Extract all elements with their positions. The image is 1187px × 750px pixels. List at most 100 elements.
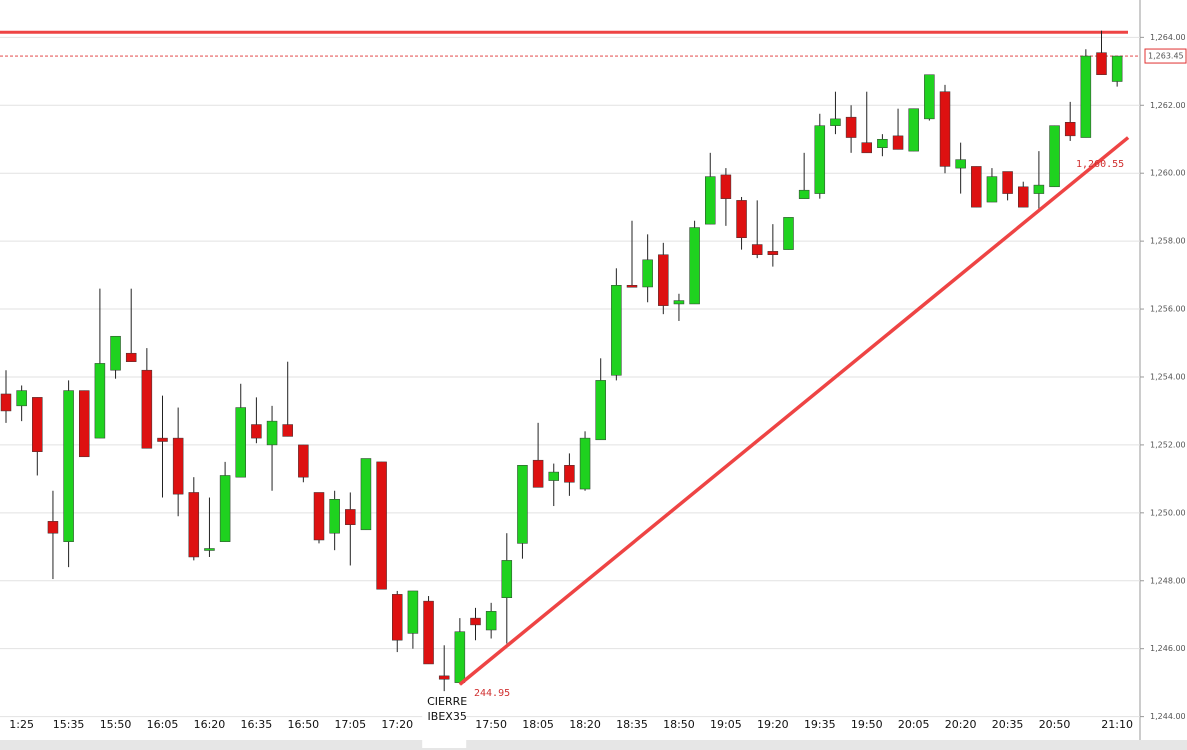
- candle-body: [845, 116, 857, 138]
- x-tick-label: 17:05: [334, 718, 366, 731]
- x-tick-label: 20:50: [1039, 718, 1071, 731]
- candle-body: [32, 397, 43, 452]
- candle-body: [705, 176, 716, 225]
- close-marker-bg: [422, 692, 467, 748]
- candle-body: [892, 135, 904, 150]
- candle-body: [235, 407, 246, 478]
- x-tick-label: 20:05: [898, 718, 930, 731]
- candle-body: [1096, 52, 1107, 75]
- x-tick-label: 16:50: [287, 718, 319, 731]
- candle-body: [501, 560, 513, 598]
- candle-body: [47, 521, 59, 534]
- candle-body: [1002, 171, 1013, 194]
- x-tick-label: 15:50: [100, 718, 132, 731]
- candle-body: [438, 675, 450, 680]
- candle-body: [939, 91, 951, 167]
- candle-body: [392, 594, 403, 641]
- candle-body: [751, 244, 763, 255]
- candle-body: [204, 548, 215, 551]
- y-tick-label: 1,258.00: [1150, 237, 1186, 246]
- candle-body: [1033, 184, 1045, 194]
- candle-body: [298, 444, 309, 478]
- candle-body: [736, 200, 747, 238]
- candle-body: [470, 617, 481, 626]
- candle-body: [345, 509, 356, 525]
- annotation: 1,260.55: [1076, 159, 1124, 170]
- close-marker-label: IBEX35: [428, 710, 467, 723]
- candle-body: [861, 142, 872, 154]
- candle-body: [125, 352, 137, 362]
- y-tick-label: 1,244.00: [1150, 712, 1186, 721]
- x-tick-label: 19:50: [851, 718, 883, 731]
- x-tick-label: 18:35: [616, 718, 648, 731]
- y-tick-label: 1,260.00: [1150, 169, 1186, 178]
- candle-body: [1064, 122, 1076, 137]
- x-tick-label: 16:35: [241, 718, 273, 731]
- candle-body: [63, 390, 74, 542]
- candle-body: [673, 300, 685, 305]
- x-tick-label: 18:20: [569, 718, 601, 731]
- y-tick-label: 1,250.00: [1150, 508, 1186, 517]
- candle-body: [266, 420, 278, 446]
- candle-body: [1080, 55, 1092, 138]
- x-tick-label: 21:10: [1101, 718, 1133, 731]
- candle-body: [454, 631, 466, 683]
- x-tick-label: 1:25: [9, 718, 34, 731]
- x-tick-label: 17:20: [381, 718, 413, 731]
- candle-body: [658, 254, 669, 306]
- candle-body: [1049, 125, 1060, 188]
- candle-body: [532, 459, 544, 488]
- candle-body: [720, 174, 732, 199]
- candle-body: [517, 465, 528, 544]
- y-tick-label: 1,256.00: [1150, 305, 1186, 314]
- candle-body: [986, 176, 998, 203]
- x-tick-label: 19:35: [804, 718, 836, 731]
- candle-body: [172, 437, 184, 495]
- candle-body: [924, 74, 935, 120]
- candle-body: [1018, 186, 1029, 208]
- candle-body: [407, 590, 419, 634]
- candle-body: [783, 217, 794, 250]
- trendline: [458, 136, 1130, 686]
- candle-body: [329, 498, 340, 534]
- candle-body: [219, 475, 231, 542]
- last-price-box: [1144, 48, 1187, 64]
- x-tick-label: 17:50: [475, 718, 507, 731]
- candle-body: [94, 363, 106, 439]
- candle-body: [376, 461, 387, 590]
- candle-body: [971, 166, 982, 208]
- candle-body: [251, 424, 262, 439]
- y-tick-label: 1,262.00: [1150, 101, 1186, 110]
- candle-body: [689, 227, 700, 305]
- candle-body: [579, 437, 591, 490]
- candle-body: [814, 125, 826, 194]
- x-tick-label: 15:35: [53, 718, 85, 731]
- candle-body: [485, 611, 497, 631]
- y-tick-label: 1,264.00: [1150, 33, 1186, 42]
- candle-body: [798, 189, 810, 199]
- candle-body: [548, 471, 559, 481]
- x-tick-label: 19:05: [710, 718, 742, 731]
- candle-body: [313, 492, 325, 541]
- candle-body: [595, 380, 606, 441]
- candle-body: [282, 424, 293, 437]
- y-tick-label: 1,246.00: [1150, 644, 1186, 653]
- close-marker-label: CIERRE: [427, 695, 467, 708]
- candle-body: [79, 390, 90, 458]
- candle-body: [110, 335, 121, 371]
- x-tick-label: 18:05: [522, 718, 554, 731]
- candle-body: [157, 437, 168, 442]
- candle-body: [0, 393, 12, 412]
- last-price-label: 1,263.45: [1148, 52, 1184, 61]
- candle-body: [360, 458, 372, 531]
- candle-body: [642, 259, 653, 288]
- x-tick-label: 18:50: [663, 718, 695, 731]
- y-tick-label: 1,252.00: [1150, 440, 1186, 449]
- scrollbar: [0, 740, 1187, 750]
- candle-body: [908, 108, 919, 152]
- x-tick-label: 16:20: [194, 718, 226, 731]
- candle-body: [1111, 55, 1123, 82]
- y-tick-label: 1,248.00: [1150, 576, 1186, 585]
- x-tick-label: 20:20: [945, 718, 977, 731]
